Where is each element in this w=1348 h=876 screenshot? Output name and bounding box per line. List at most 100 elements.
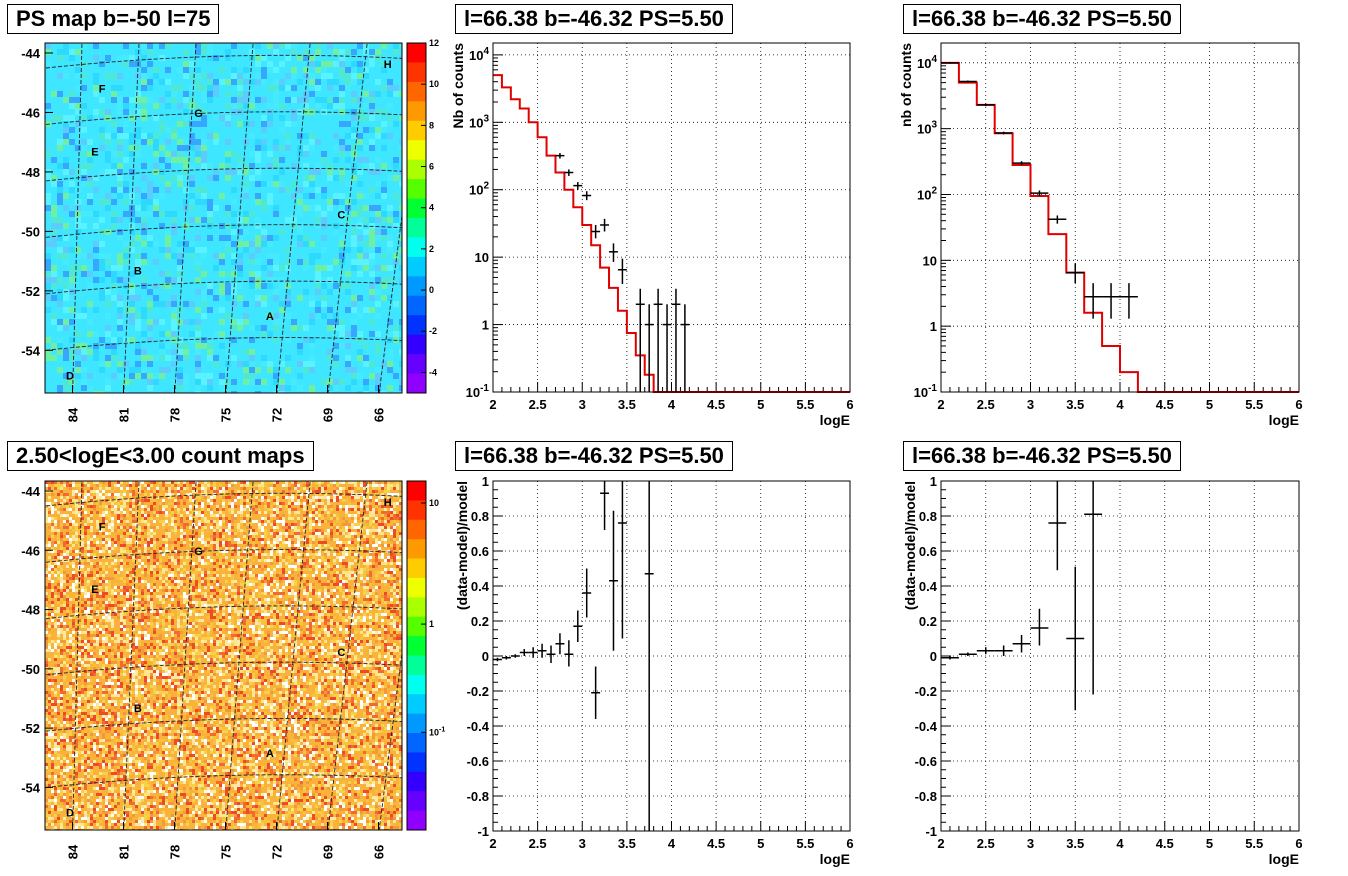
model-line	[493, 74, 850, 393]
map-pixels	[45, 43, 402, 393]
colorbar-swatch	[407, 636, 426, 656]
map-pixels	[45, 481, 402, 830]
y-tick-label: -0.8	[915, 789, 937, 804]
map-marker-label: B	[134, 266, 142, 278]
colorbar-tick-label: 1	[429, 619, 434, 629]
map-marker-label: D	[66, 808, 74, 820]
colorbar-swatch	[407, 81, 426, 102]
x-tick-label: 2	[489, 836, 496, 851]
x-tick-label: 5	[1206, 397, 1213, 412]
colorbar-swatch	[407, 519, 426, 540]
colorbar-swatch	[407, 218, 426, 238]
x-tick-label: 75	[219, 845, 234, 859]
x-tick-label: 69	[321, 408, 336, 422]
colorbar-swatch	[407, 315, 426, 336]
x-tick-label: 3	[1027, 836, 1034, 851]
colorbar-swatch	[407, 791, 426, 812]
data-point	[573, 610, 583, 642]
plot-frame	[44, 480, 403, 831]
data-point	[555, 633, 565, 655]
colorbar-frame	[406, 42, 427, 394]
x-axis-label: logE	[1269, 412, 1299, 428]
x-tick-label: 66	[372, 408, 387, 422]
x-tick-label: 4.5	[707, 836, 725, 851]
meridian-line	[123, 43, 140, 393]
data-point	[941, 656, 959, 660]
x-tick-label: 72	[270, 845, 285, 859]
y-tick-label: 0	[930, 649, 937, 664]
map-cells	[45, 43, 402, 393]
data-point	[958, 80, 977, 83]
map-bottom-chart: A B C D E F G H 84 81 78 75 72 69 66 -44 -46 -48 -50 -52 -54…	[21, 480, 445, 859]
colorbar-swatch	[407, 295, 426, 316]
map-marker-label: G	[194, 546, 203, 558]
colorbar-swatch	[407, 120, 426, 141]
map-marker-label: H	[384, 59, 392, 71]
data-point	[501, 656, 511, 660]
title-map-top: PS map b=-50 l=75	[7, 4, 220, 34]
colorbar-swatch	[407, 577, 426, 598]
data-point	[941, 61, 959, 64]
parallel-line	[45, 549, 402, 563]
y-tick-label: -0.4	[467, 719, 490, 734]
data-point	[617, 258, 627, 284]
data-point	[1084, 481, 1103, 695]
x-tick-label: 4	[668, 397, 676, 412]
y-axis-label: nb of counts	[898, 43, 914, 127]
x-tick-label: 6	[1295, 836, 1302, 851]
map-marker-label: E	[91, 147, 98, 159]
x-tick-label: 84	[66, 844, 81, 859]
data-point	[976, 647, 995, 655]
data-point	[537, 643, 547, 658]
y-tick-label: 0.8	[471, 509, 489, 524]
data-point	[1048, 215, 1067, 224]
x-tick-label: 2.5	[977, 836, 995, 851]
map-marker-label: G	[194, 108, 203, 120]
data-point	[582, 568, 592, 618]
data-point	[493, 657, 502, 662]
colorbar-swatch	[407, 43, 426, 63]
colorbar-swatch	[407, 373, 426, 394]
plot-frame	[940, 480, 1300, 832]
colorbar-swatch	[407, 101, 426, 122]
data-point	[510, 654, 520, 658]
colorbar-swatch	[407, 674, 426, 695]
parallel-line	[45, 774, 402, 789]
y-tick-label: -1	[477, 824, 489, 839]
colorbar-swatch	[407, 558, 426, 579]
plot-frame	[44, 42, 403, 394]
title-spectrum-2: l=66.38 b=-46.32 PS=5.50	[903, 4, 1181, 34]
colorbar-swatch	[407, 500, 426, 521]
residual-chart-1: 1 0.8 0.6 0.4 0.2 0 -0.2 -0.4 -0.6 -0.8 -12 2.5 3 3.5…	[454, 474, 854, 867]
data-point	[644, 304, 654, 392]
x-tick-label: 6	[846, 836, 853, 851]
y-tick-label: -48	[21, 603, 40, 618]
y-tick-label: 1	[482, 318, 489, 333]
colorbar-swatch	[407, 62, 426, 83]
y-tick-label: 103	[469, 113, 489, 130]
colorbar-swatch	[407, 752, 426, 773]
colorbar-tick-label: 2	[429, 244, 434, 254]
data-point	[635, 288, 645, 392]
x-tick-label: 5.5	[1245, 836, 1263, 851]
y-tick-label: -0.2	[915, 684, 937, 699]
colorbar-tick-label: -2	[429, 326, 437, 336]
y-tick-label: 102	[469, 181, 489, 198]
parallel-line	[45, 492, 402, 507]
colorbar-swatch	[407, 481, 426, 501]
data-point	[662, 304, 672, 392]
x-tick-label: 4	[668, 836, 676, 851]
x-axis-label: logE	[1269, 851, 1299, 867]
y-tick-label: 10	[475, 250, 489, 265]
y-tick-label: -0.2	[467, 684, 489, 699]
x-tick-label: 66	[372, 845, 387, 859]
data-point	[546, 645, 556, 663]
y-tick-label: 10-1	[466, 383, 490, 400]
colorbar-swatch	[407, 733, 426, 753]
data-point	[600, 481, 610, 530]
x-axis-label: logE	[820, 412, 850, 428]
data-point	[600, 218, 610, 232]
y-tick-label: 1	[930, 474, 937, 489]
x-tick-label: 3	[579, 836, 586, 851]
y-tick-label: -52	[21, 721, 40, 736]
